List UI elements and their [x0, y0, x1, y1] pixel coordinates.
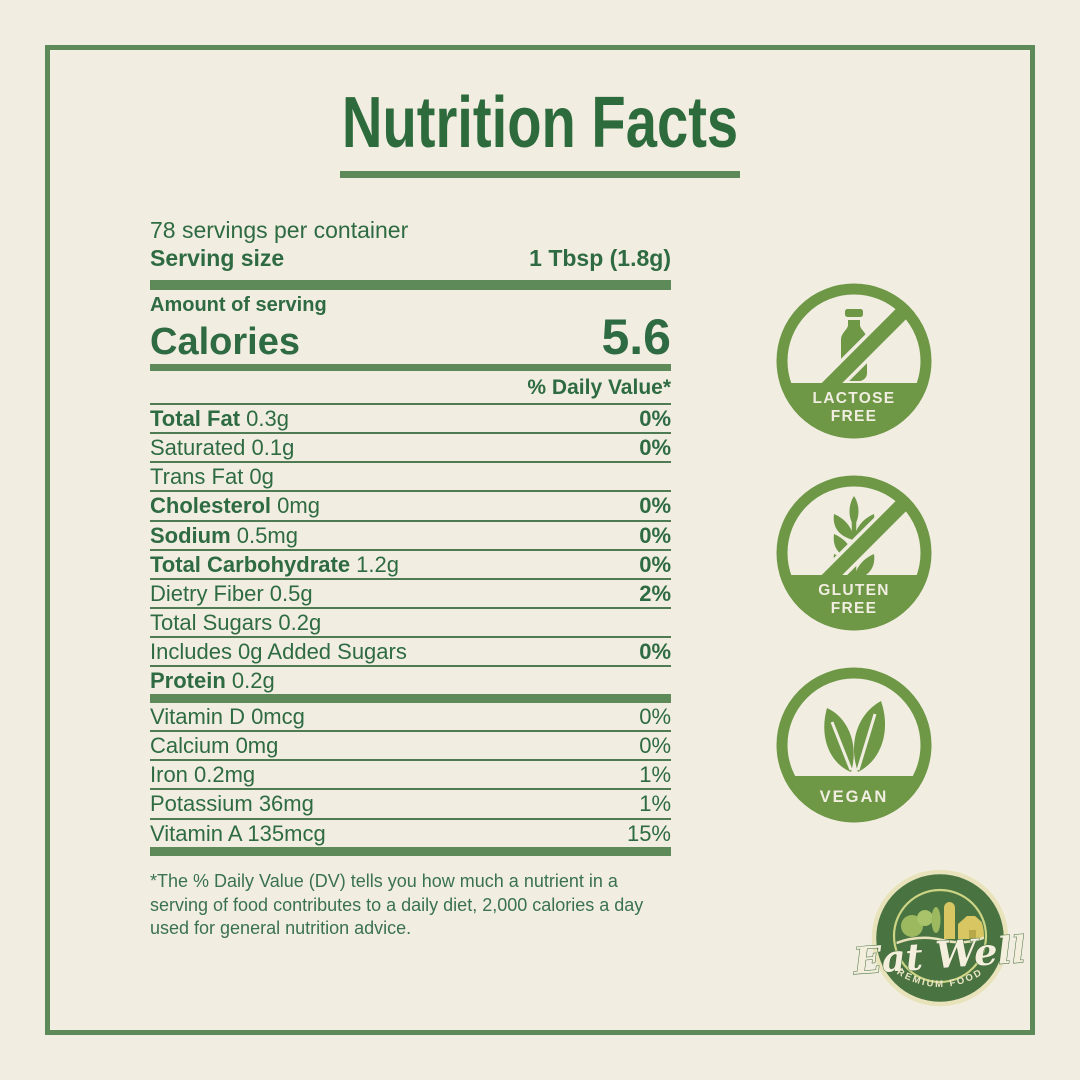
table-row-cholesterol: Cholesterol 0mg 0% — [150, 492, 671, 522]
table-row-trans-fat: Trans Fat 0g — [150, 463, 671, 493]
lactose-free-badge: LACTOSE FREE — [776, 283, 932, 439]
table-row-protein: Protein 0.2g — [150, 668, 275, 694]
title-underline — [340, 171, 740, 178]
daily-value-header: % Daily Value* — [150, 371, 671, 406]
table-row-vitamin-a: Vitamin A 135mcg 15% — [150, 820, 671, 846]
vitamins-section: Vitamin D 0mcg 0% Calcium 0mg 0% Iron 0.… — [150, 703, 671, 846]
daily-value-footnote: *The % Daily Value (DV) tells you how mu… — [150, 870, 644, 939]
table-row-total-carbohydrate: Total Carbohydrate 1.2g 0% — [150, 551, 671, 580]
badge-label-line2: FREE — [831, 600, 878, 617]
amount-of-serving-label: Amount of serving — [150, 294, 327, 317]
eat-well-logo: Eat Well PREMIUM FOODS — [848, 852, 1028, 1007]
page-title: Nutrition Facts — [341, 83, 739, 163]
table-row-iron: Iron 0.2mg 1% — [150, 761, 671, 791]
table-row-added-sugars: Includes 0g Added Sugars 0% — [150, 638, 671, 668]
farm-scene-icon — [896, 902, 984, 946]
table-row-saturated-fat: Saturated 0.1g 0% — [150, 434, 671, 464]
title-block: Nutrition Facts — [0, 82, 1080, 178]
serving-size-row: Serving size 1 Tbsp (1.8g) — [150, 245, 671, 281]
table-row-vitamin-d: Vitamin D 0mcg 0% — [150, 703, 671, 733]
serving-size-value: 1 Tbsp (1.8g) — [529, 244, 671, 271]
badge-label-line1: GLUTEN — [818, 582, 890, 599]
divider-thick — [150, 280, 671, 291]
calories-value: 5.6 — [601, 309, 671, 366]
table-row-total-sugars: Total Sugars 0.2g — [150, 609, 671, 638]
divider-medium — [150, 364, 671, 372]
table-row-calcium: Calcium 0mg 0% — [150, 732, 671, 762]
servings-per-container: 78 servings per container — [150, 217, 409, 243]
calories-row: Calories 5.6 — [150, 309, 671, 366]
badge-label-line2: FREE — [831, 408, 878, 425]
divider-thick — [150, 694, 671, 704]
badge-label-line1: VEGAN — [820, 788, 889, 806]
calories-label: Calories — [150, 321, 300, 364]
divider-thick — [150, 846, 671, 856]
table-row-potassium: Potassium 36mg 1% — [150, 790, 671, 820]
vegan-badge: VEGAN — [776, 667, 932, 823]
gluten-free-badge: GLUTEN FREE — [776, 475, 932, 631]
badge-label-line1: LACTOSE — [813, 390, 896, 407]
vegan-leaves-icon — [824, 701, 886, 772]
table-row-dietary-fiber: Dietry Fiber 0.5g 2% — [150, 580, 671, 609]
table-row-total-fat: Total Fat 0.3g 0% — [150, 405, 671, 435]
serving-size-label: Serving size — [150, 244, 285, 271]
logo-inner-ring — [892, 888, 988, 984]
nutrition-facts-panel: 78 servings per container Serving size 1… — [150, 217, 671, 941]
table-row-sodium: Sodium 0.5mg 0% — [150, 522, 671, 551]
